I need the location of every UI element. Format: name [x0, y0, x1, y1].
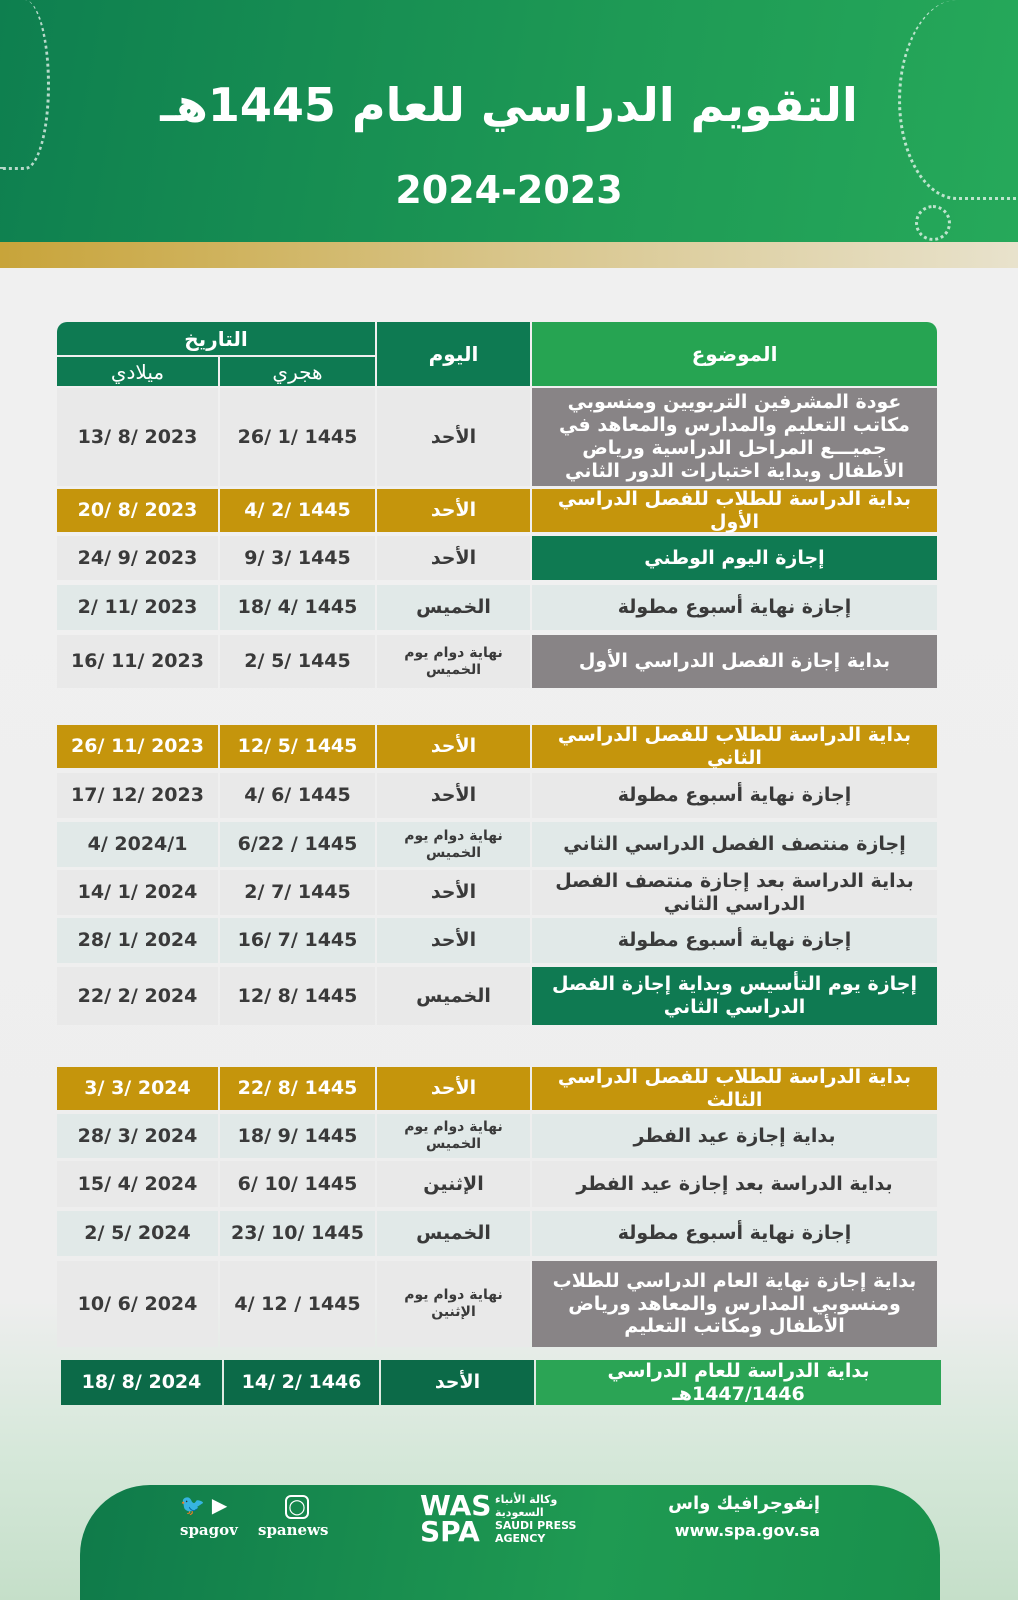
header-date: التاريخ [57, 322, 375, 355]
cell-gregorian: 2023 /8 /13 [57, 388, 218, 486]
header-day: اليوم [377, 322, 530, 386]
cell-hijri: 1445 /4 /18 [220, 585, 375, 630]
cell-gregorian: 2024 /6 /10 [57, 1261, 218, 1347]
cell-hijri: 1445 /1 /26 [220, 388, 375, 486]
decorative-dots [0, 0, 50, 170]
cell-day: نهاية دوام يوم الخميس [377, 822, 530, 867]
cell-subject: بداية الدراسة بعد إجازة عيد الفطر [532, 1161, 937, 1207]
cell-subject: إجازة يوم التأسيس وبداية إجازة الفصل الد… [532, 967, 937, 1025]
cell-hijri: 1445 /10 /6 [220, 1161, 375, 1207]
cell-subject: بداية إجازة الفصل الدراسي الأول [532, 635, 937, 688]
cell-hijri: 1445 /9 /18 [220, 1114, 375, 1158]
cell-subject: إجازة اليوم الوطني [532, 536, 937, 580]
cell-subject: بداية إجازة عيد الفطر [532, 1114, 937, 1158]
page-subtitle: 2024-2023 [395, 168, 623, 212]
cell-subject: بداية إجازة نهاية العام الدراسي للطلاب و… [532, 1261, 937, 1347]
cell-day: نهاية دوام يوم الخميس [377, 1114, 530, 1158]
cell-subject: بداية الدراسة للطلاب للفصل الدراسي الثان… [532, 724, 937, 769]
cell-subject: إجازة نهاية أسبوع مطولة [532, 1211, 937, 1256]
cell-hijri: 1445 /8 /12 [220, 967, 375, 1025]
cell-subject: إجازة نهاية أسبوع مطولة [532, 773, 937, 818]
cell-hijri: 1445 / 12 /4 [220, 1261, 375, 1347]
website-link[interactable]: www.spa.gov.sa [674, 1521, 820, 1540]
cell-gregorian: 2023 /11 /16 [57, 635, 218, 688]
cell-day: الأحد [377, 489, 530, 532]
cell-subject: بداية الدراسة للطلاب للفصل الدراسي الأول [532, 488, 937, 533]
cell-gregorian: 2024 /1 /14 [57, 870, 218, 915]
cell-subject: بداية الدراسة للعام الدراسي 1447/1446هـ [536, 1360, 941, 1405]
cell-day: الأحد [377, 388, 530, 486]
cell-gregorian: 2023 /11 /26 [57, 725, 218, 768]
cell-day: الأحد [377, 918, 530, 963]
footer: إنفوجرافيك واس www.spa.gov.sa WAS SPA وكا… [80, 1485, 940, 1600]
cell-gregorian: 2023 /12 /17 [57, 773, 218, 818]
cell-day: الأحد [377, 725, 530, 768]
cell-day: نهاية دوام يوم الإثنين [377, 1261, 530, 1347]
cell-hijri: 1445 /2 /4 [220, 489, 375, 532]
cell-hijri: 1445 /7 /2 [220, 870, 375, 915]
cell-subject: إجازة نهاية أسبوع مطولة [532, 918, 937, 963]
header-gregorian: ميلادي [57, 357, 218, 386]
cell-hijri: 1445 /10 /23 [220, 1211, 375, 1256]
cell-hijri: 1446 /2 /14 [224, 1360, 379, 1405]
cell-gregorian: 2024 /8 /18 [61, 1360, 222, 1405]
cell-day: الإثنين [377, 1161, 530, 1207]
cell-gregorian: 2023 /11 /2 [57, 585, 218, 630]
cell-gregorian: 2024 /2 /22 [57, 967, 218, 1025]
cell-subject: إجازة منتصف الفصل الدراسي الثاني [532, 822, 937, 867]
gold-strip [0, 242, 1018, 268]
header-hijri: هجري [220, 357, 375, 386]
page-title: التقويم الدراسي للعام 1445هـ [160, 78, 858, 132]
cell-day: الأحد [377, 1067, 530, 1110]
cell-gregorian: 2024 /3 /3 [57, 1067, 218, 1110]
cell-hijri: 1445 /5 /12 [220, 725, 375, 768]
social-icons[interactable]: 🐦 ▶ [180, 1493, 228, 1517]
cell-gregorian: 2024 /4 /15 [57, 1161, 218, 1207]
cell-hijri: 1445 /6 /4 [220, 773, 375, 818]
cell-hijri: 1445 / 6/22 [220, 822, 375, 867]
instagram-icon[interactable]: ○ [285, 1495, 309, 1519]
cell-gregorian: 2024 /3 /28 [57, 1114, 218, 1158]
cell-day: الأحد [381, 1360, 534, 1405]
brand-label: إنفوجرافيك واس [668, 1493, 820, 1514]
cell-day: الأحد [377, 536, 530, 580]
cell-hijri: 1445 /5 /2 [220, 635, 375, 688]
cell-subject: بداية الدراسة بعد إجازة منتصف الفصل الدر… [532, 870, 937, 915]
cell-day: الخميس [377, 585, 530, 630]
cell-subject: عودة المشرفين التربويين ومنسوبي مكاتب ال… [532, 388, 937, 486]
cell-gregorian: 2023 /8 /20 [57, 489, 218, 532]
agency-name: وكالة الأنباء السعودية SAUDI PRESS AGENCY [495, 1493, 577, 1545]
cell-day: نهاية دوام يوم الخميس [377, 635, 530, 688]
handle-spagov[interactable]: spagov [180, 1521, 238, 1539]
cell-subject: بداية الدراسة للطلاب للفصل الدراسي الثال… [532, 1066, 937, 1111]
cell-subject: إجازة نهاية أسبوع مطولة [532, 585, 937, 630]
decorative-dots [898, 0, 1016, 200]
header-banner: التقويم الدراسي للعام 1445هـ 2024-2023 [0, 0, 1018, 242]
handle-spanews[interactable]: spanews [258, 1521, 329, 1539]
cell-hijri: 1445 /7 /16 [220, 918, 375, 963]
header-subject: الموضوع [532, 322, 937, 386]
cell-day: الخميس [377, 967, 530, 1025]
cell-day: الأحد [377, 870, 530, 915]
cell-gregorian: 2023 /9 /24 [57, 536, 218, 580]
cell-day: الخميس [377, 1211, 530, 1256]
decorative-dots [915, 205, 951, 241]
cell-gregorian: 2024 /5 /2 [57, 1211, 218, 1256]
cell-hijri: 1445 /3 /9 [220, 536, 375, 580]
cell-gregorian: 2024 /1 /28 [57, 918, 218, 963]
cell-gregorian: 2024/1 /4 [57, 822, 218, 867]
spa-logo: WAS SPA [420, 1489, 492, 1548]
cell-day: الأحد [377, 773, 530, 818]
cell-hijri: 1445 /8 /22 [220, 1067, 375, 1110]
